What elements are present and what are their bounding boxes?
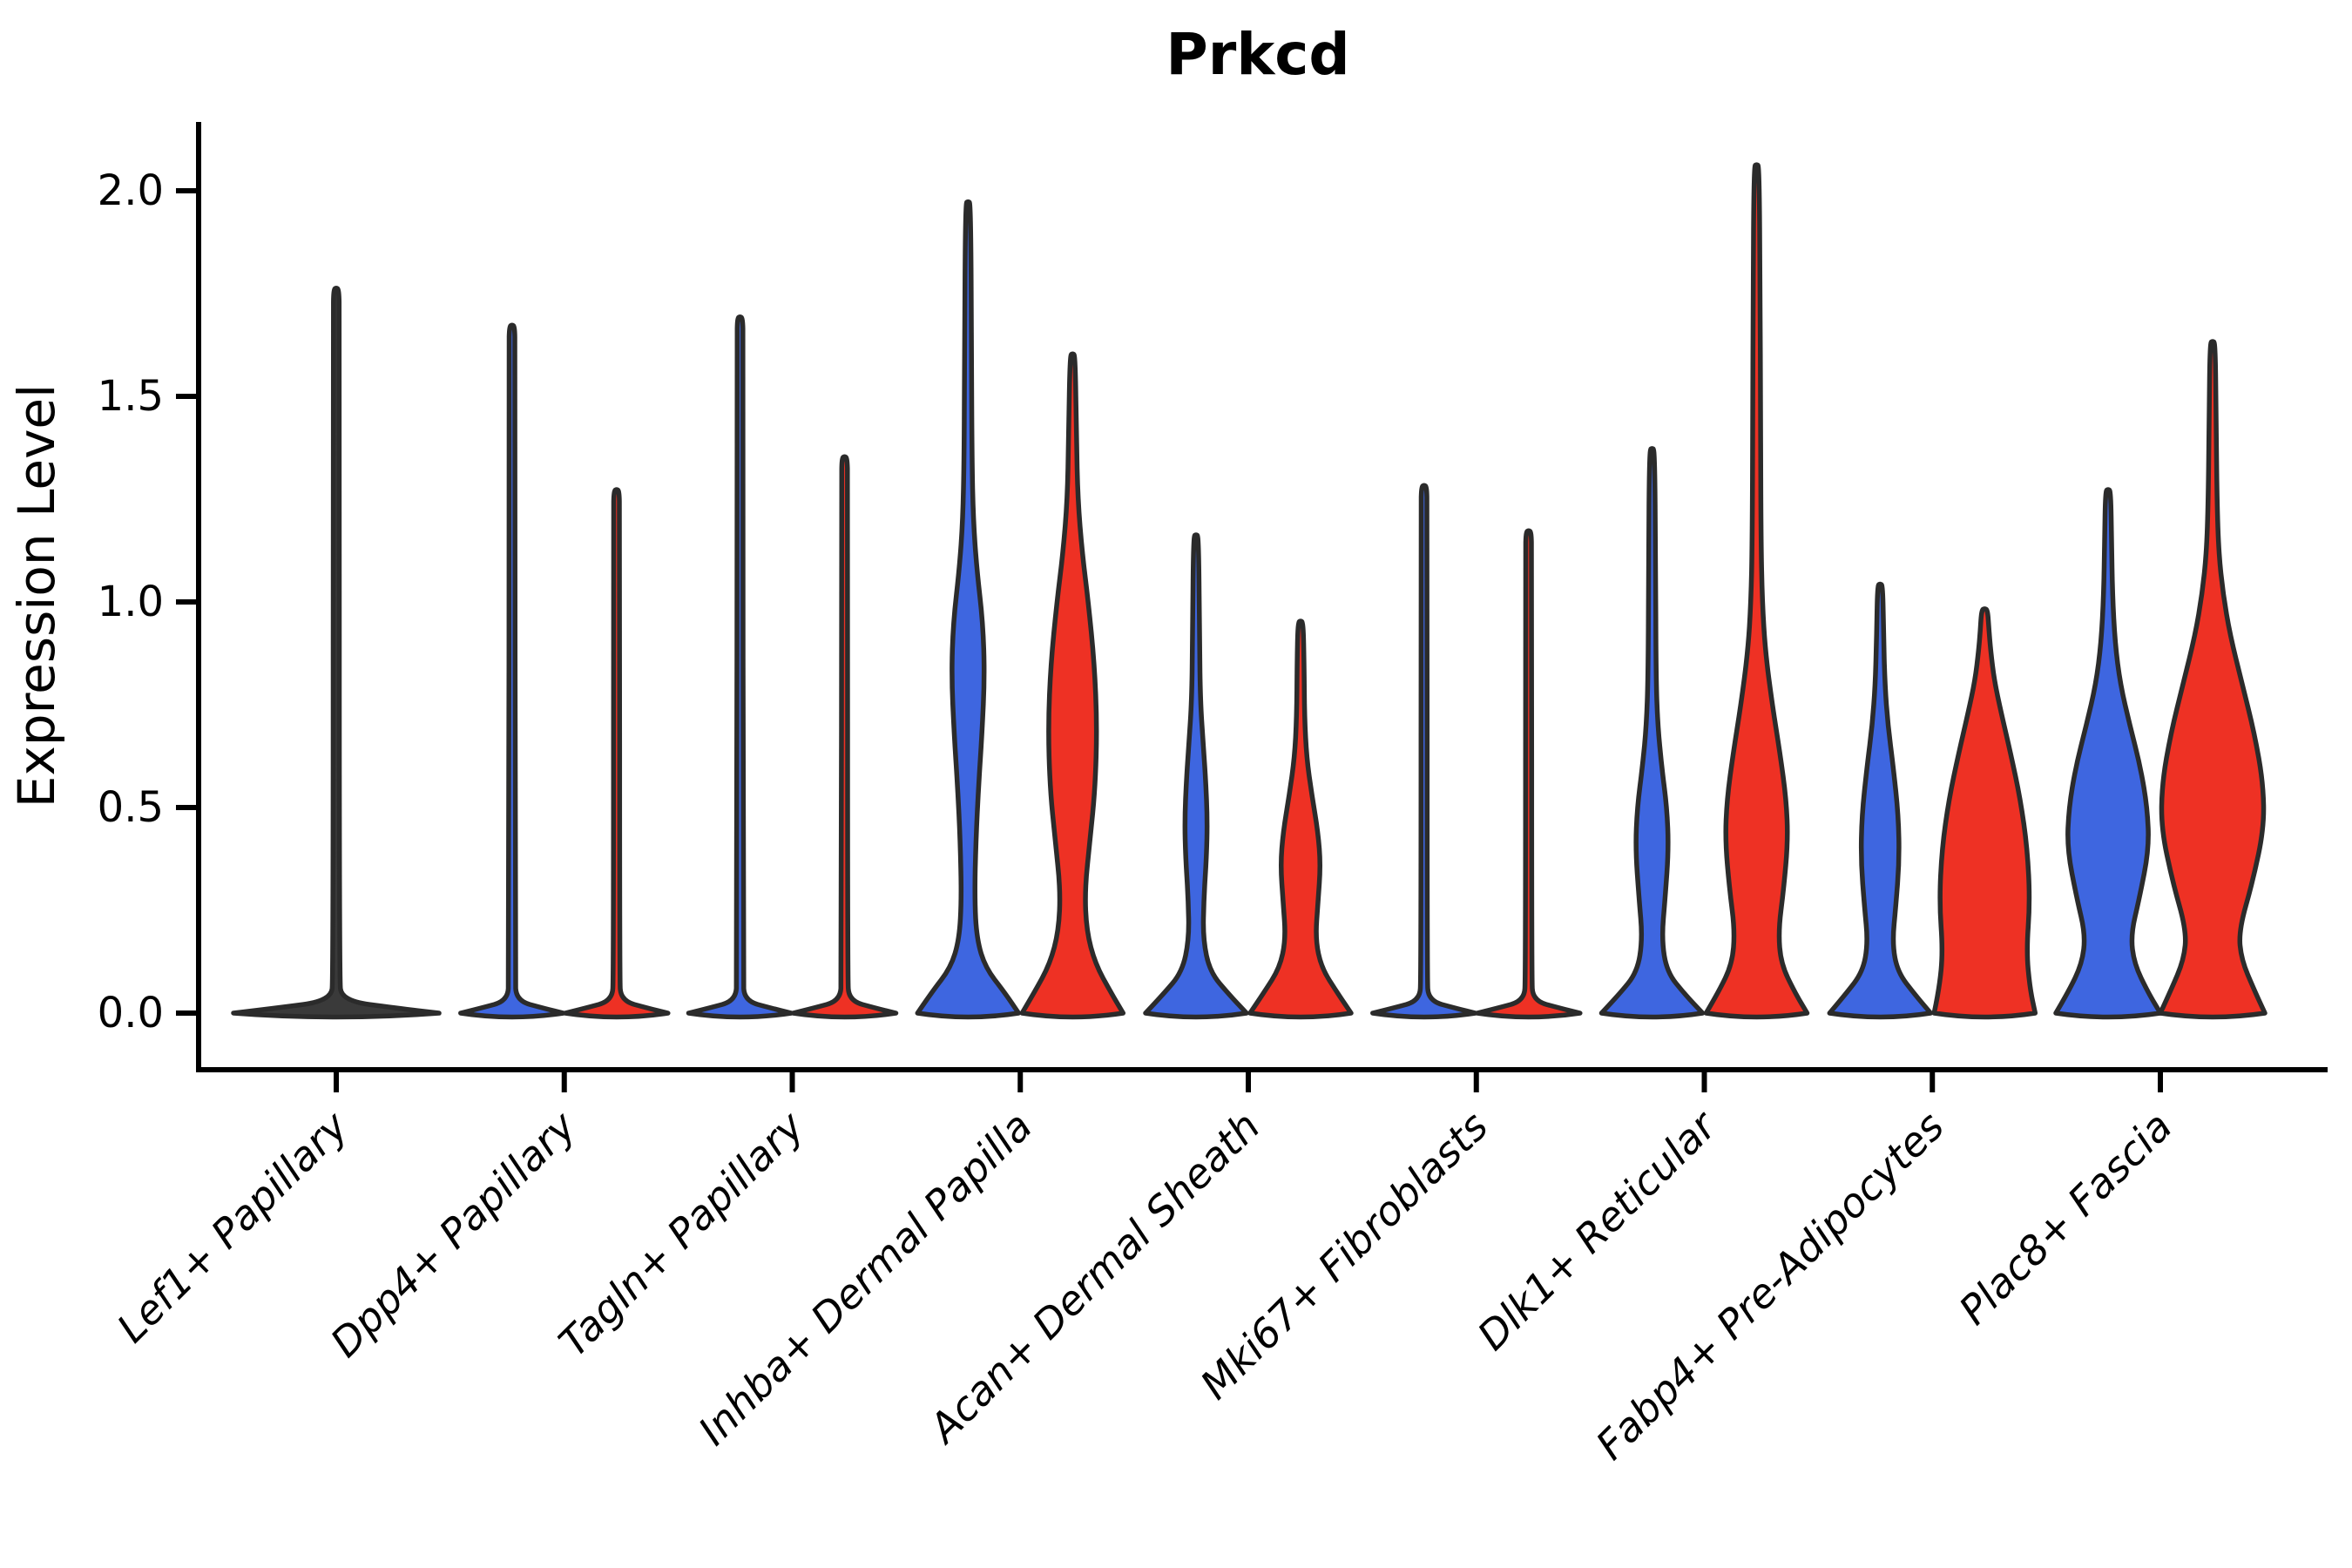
violin-mki67-fibroblasts-blue xyxy=(1370,483,1478,1020)
y-tick-label: 0.5 xyxy=(98,783,164,832)
y-tick-label: 1.0 xyxy=(98,578,164,626)
x-tick-label-tagln-papillary: Tagln+ Papillary xyxy=(550,1102,814,1366)
x-tick-label-lef1-papillary: Lef1+ Papillary xyxy=(108,1102,357,1351)
chart-title: Prkcd xyxy=(1166,21,1349,88)
violin-tagln-papillary-red xyxy=(790,454,899,1020)
violin-inhba-dermal-papilla-red xyxy=(1019,351,1126,1020)
y-tick-label: 2.0 xyxy=(98,166,164,215)
x-tick-label-plac8-fascia: Plac8+ Fascia xyxy=(1950,1103,2180,1334)
violin-mki67-fibroblasts-red xyxy=(1475,528,1583,1020)
violin-dlk1-reticular-blue xyxy=(1598,446,1706,1020)
violin-fabp4-pre-adipocytes-red xyxy=(1931,606,2038,1020)
x-tick-label-dpp4-papillary: Dpp4+ Papillary xyxy=(321,1102,585,1366)
violins-layer xyxy=(231,162,2268,1020)
violin-dpp4-papillary-blue xyxy=(458,322,566,1020)
violin-lef1-papillary-single xyxy=(231,286,442,1020)
y-tick-label: 1.5 xyxy=(98,372,164,421)
violin-plac8-fascia-red xyxy=(2158,339,2268,1020)
violin-plac8-fascia-blue xyxy=(2053,487,2163,1020)
violin-dlk1-reticular-red xyxy=(1703,162,1810,1020)
x-tick-label-dlk1-reticular: Dlk1+ Reticular xyxy=(1469,1100,1727,1359)
violin-tagln-papillary-blue xyxy=(686,314,794,1020)
violin-fabp4-pre-adipocytes-blue xyxy=(1827,581,1934,1020)
y-tick-label: 0.0 xyxy=(98,989,164,1037)
violin-acan-dermal-sheath-blue xyxy=(1143,532,1249,1020)
violin-acan-dermal-sheath-red xyxy=(1247,618,1354,1020)
violin-inhba-dermal-papilla-blue xyxy=(915,199,1022,1020)
y-axis-label: Expression Level xyxy=(7,384,66,808)
axes-layer xyxy=(196,122,2328,1072)
violin-dpp4-papillary-red xyxy=(563,487,671,1020)
